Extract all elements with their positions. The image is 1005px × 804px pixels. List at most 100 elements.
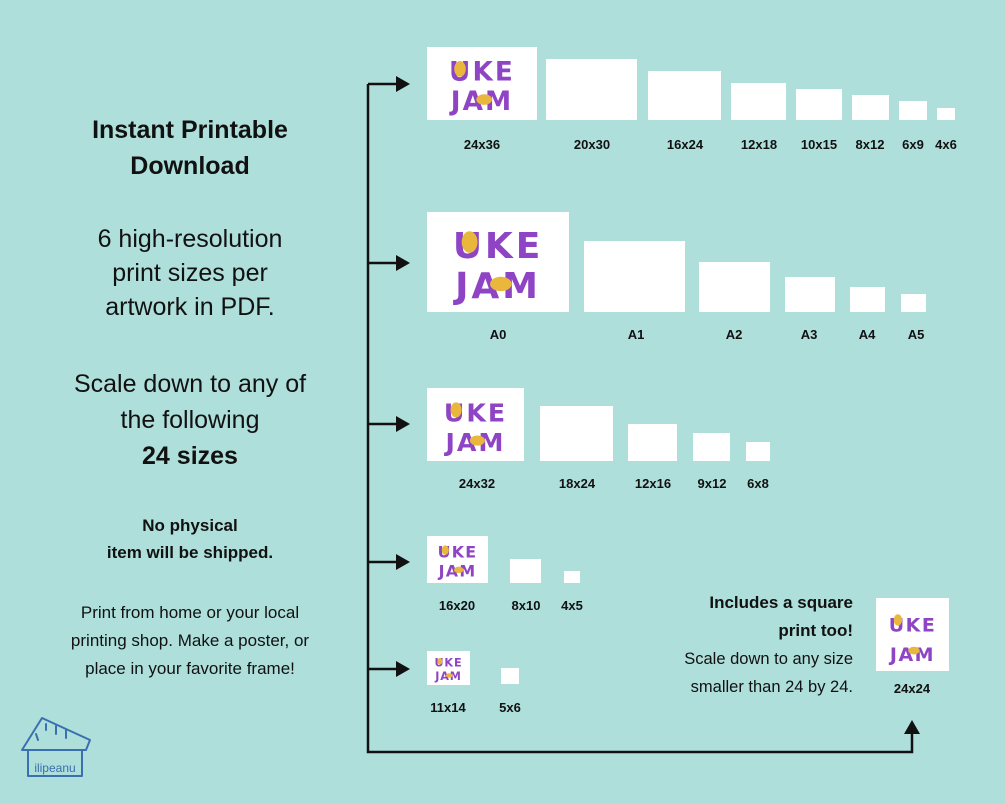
size-label: 16x24: [666, 137, 704, 152]
size-frame: [693, 433, 730, 461]
size-label: 8x12: [855, 137, 885, 152]
drum-icon: [453, 566, 464, 574]
size-label: 18x24: [558, 476, 596, 491]
size-frame: [546, 59, 637, 120]
scale-line-1: Scale down to any of: [73, 370, 307, 398]
size-label: A0: [489, 327, 507, 342]
size-frame: [584, 241, 685, 312]
scale-description: Scale down to any of the following 24 si…: [40, 366, 340, 474]
size-label: 10x15: [800, 137, 838, 152]
drum-icon: [469, 435, 486, 446]
description-line-1: 6 high-resolution: [97, 225, 283, 253]
logo-text: ilipeanu: [34, 761, 75, 775]
size-count: 24 sizes: [142, 442, 238, 470]
size-label: A4: [858, 327, 876, 342]
size-frame: [850, 287, 885, 312]
no-shipping-notice: No physical item will be shipped.: [40, 512, 340, 566]
size-frame: [901, 294, 926, 312]
ukulele-icon: [461, 231, 478, 253]
brand-logo: ilipeanu: [21, 717, 91, 777]
size-frame: [564, 571, 580, 583]
size-label: 6x9: [902, 137, 924, 152]
size-label: 6x8: [747, 476, 769, 491]
artwork-word: JAM: [888, 644, 935, 666]
size-label: 4x5: [561, 598, 583, 613]
arrow-right-icon: [396, 554, 410, 570]
size-label: 12x16: [634, 476, 672, 491]
size-frame: [899, 101, 927, 120]
ukulele-icon: [454, 61, 466, 77]
size-label: 8x10: [511, 598, 541, 613]
square-desc-line-2: smaller than 24 by 24.: [690, 678, 853, 696]
description-line-2: print sizes per: [112, 259, 268, 287]
size-label: A2: [725, 327, 743, 342]
arrow-right-icon: [396, 255, 410, 271]
ukulele-icon: [441, 545, 449, 555]
print-info-line-2: printing shop. Make a poster, or: [70, 631, 310, 650]
size-label: 20x30: [573, 137, 611, 152]
size-label: A3: [800, 327, 818, 342]
title-line-1: Instant Printable: [92, 116, 288, 144]
drum-icon: [908, 646, 920, 655]
size-label: 12x18: [740, 137, 778, 152]
size-frame: [746, 442, 770, 461]
notice-line-2: item will be shipped.: [106, 543, 274, 562]
square-size-label: 24x24: [893, 681, 931, 696]
arrow-right-icon: [396, 416, 410, 432]
size-label: 11x14: [430, 700, 466, 715]
size-label: 24x36: [463, 137, 501, 152]
drum-icon: [446, 673, 453, 678]
notice-line-1: No physical: [142, 516, 238, 535]
arrow-right-icon: [396, 661, 410, 677]
title-line-2: Download: [130, 152, 250, 180]
page-title: Instant Printable Download: [40, 112, 340, 184]
ukulele-icon: [437, 657, 443, 665]
print-info-line-3: place in your favorite frame!: [85, 659, 295, 678]
size-label: 5x6: [499, 700, 521, 715]
size-frame: [785, 277, 835, 312]
size-frame: [852, 95, 889, 120]
size-label: 4x6: [935, 137, 957, 152]
arrow-up-icon: [904, 720, 920, 734]
size-frame: [628, 424, 677, 461]
size-frame: [731, 83, 786, 120]
size-frame: [501, 668, 519, 684]
resolution-description: 6 high-resolution print sizes per artwor…: [40, 222, 340, 324]
arrow-right-icon: [396, 76, 410, 92]
size-frame: [937, 108, 955, 120]
square-title-line-1: Includes a square: [709, 593, 853, 612]
size-frame: [510, 559, 541, 583]
description-line-3: artwork in PDF.: [105, 293, 275, 321]
size-frame: [796, 89, 842, 120]
square-title-line-2: print too!: [778, 621, 853, 640]
square-print-info: Includes a square print too! Scale down …: [593, 589, 853, 701]
ukulele-icon: [450, 402, 462, 418]
size-frame: [699, 262, 770, 312]
size-label: 16x20: [438, 598, 476, 613]
size-label: A5: [907, 327, 925, 342]
drum-icon: [476, 94, 493, 105]
size-label: 24x32: [458, 476, 496, 491]
printing-info: Print from home or your local printing s…: [40, 599, 340, 683]
size-label: 9x12: [697, 476, 727, 491]
size-label: A1: [627, 327, 645, 342]
size-frame: [648, 71, 721, 120]
size-frame: [540, 406, 613, 461]
square-desc-line-1: Scale down to any size: [684, 650, 853, 668]
square-artwork-preview: UKE JAM: [876, 598, 949, 671]
drum-icon: [490, 276, 512, 292]
ukulele-icon: [893, 614, 903, 626]
